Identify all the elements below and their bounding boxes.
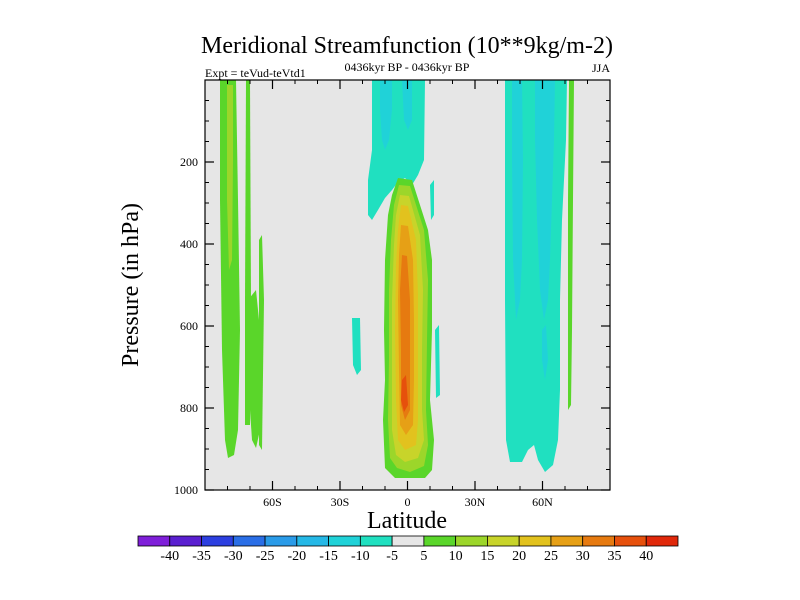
colorbar-label: -40 [160, 549, 179, 564]
colorbar-label: 35 [607, 549, 621, 564]
colorbar-label: 15 [480, 549, 494, 564]
colorbar-label: 20 [512, 549, 526, 564]
colorbar-swatch [328, 535, 361, 547]
x-tick-label: 60S [263, 495, 282, 509]
chart-title: Meridional Streamfunction (10**9kg/m-2) [201, 33, 613, 59]
colorbar-swatch [359, 535, 393, 547]
y-tick-label: 600 [180, 319, 198, 333]
colorbar-label: -30 [224, 549, 243, 564]
colorbar-label: -10 [351, 549, 370, 564]
northern-positive-strip [568, 80, 574, 410]
colorbar-swatch [518, 535, 552, 547]
colorbar: -40 -35 -30 -25 -20 -15 -10 -5 5 10 15 20 25 30 35 40 [137, 535, 679, 564]
x-axis-title: Latitude [367, 508, 447, 534]
colorbar-label: 30 [576, 549, 590, 564]
y-tick-label: 800 [180, 401, 198, 415]
colorbar-swatch [582, 535, 615, 547]
southern-positive-band [220, 80, 264, 458]
x-tick-label: 30S [331, 495, 350, 509]
colorbar-swatch [423, 535, 457, 547]
equatorial-positive-cell [383, 178, 434, 478]
colorbar-label: -20 [287, 549, 306, 564]
season-label: JJA [592, 61, 610, 75]
equatorial-negative-region [352, 80, 440, 398]
y-tick-label: 200 [180, 155, 198, 169]
y-tick-label: 400 [180, 237, 198, 251]
contour-fields [220, 80, 574, 478]
northern-negative-band [505, 80, 567, 472]
colorbar-swatch [487, 535, 520, 547]
y-axis-title: Pressure (in hPa) [118, 203, 144, 367]
colorbar-label: -5 [386, 549, 398, 564]
period-label: 0436kyr BP - 0436kyr BP [345, 60, 470, 74]
colorbar-swatch [232, 535, 266, 547]
colorbar-swatch [645, 535, 679, 547]
x-tick-label: 30N [465, 495, 486, 509]
experiment-label: Expt = teVud-teVtd1 [205, 66, 306, 80]
colorbar-swatch [137, 535, 171, 547]
colorbar-swatch [169, 535, 202, 547]
colorbar-label: -35 [192, 549, 211, 564]
colorbar-swatch [455, 535, 488, 547]
x-tick-label: 0 [405, 495, 411, 509]
colorbar-swatch [550, 535, 584, 547]
colorbar-label: 5 [420, 549, 427, 564]
colorbar-swatch [296, 535, 329, 547]
colorbar-label: 10 [449, 549, 463, 564]
axes: 60S 30S 0 30N 60N 200 400 600 800 1000 [174, 80, 611, 509]
y-tick-label: 1000 [174, 483, 198, 497]
colorbar-label: -25 [256, 549, 275, 564]
colorbar-swatch [614, 535, 647, 547]
colorbar-swatch [201, 535, 234, 547]
colorbar-label: -15 [319, 549, 338, 564]
colorbar-swatch [264, 535, 298, 547]
x-tick-label: 60N [532, 495, 553, 509]
colorbar-label: 25 [544, 549, 558, 564]
colorbar-label: 40 [639, 549, 653, 564]
colorbar-swatch [391, 535, 425, 547]
